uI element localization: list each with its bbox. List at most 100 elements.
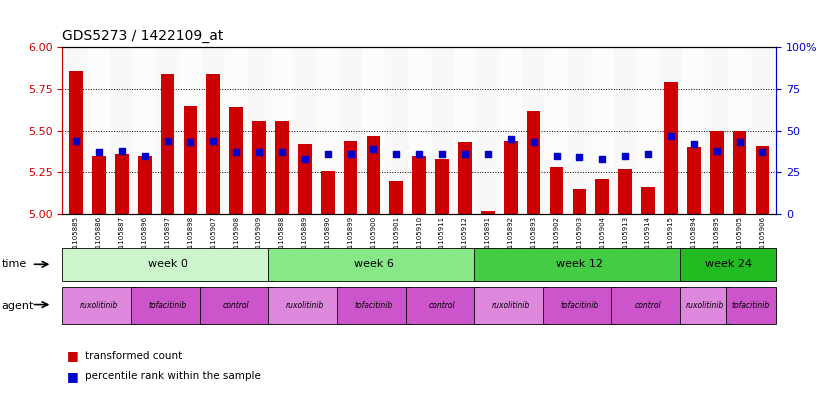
- Bar: [92, 156, 106, 214]
- Point: [527, 139, 540, 145]
- Point: [207, 138, 220, 144]
- Bar: [527, 111, 540, 214]
- Point: [481, 151, 494, 157]
- Point: [596, 156, 609, 162]
- Point: [138, 152, 151, 159]
- Bar: [298, 144, 312, 214]
- Bar: [682, 47, 706, 214]
- Bar: [408, 47, 430, 214]
- Text: control: control: [223, 301, 249, 310]
- Bar: [179, 47, 202, 214]
- Text: time: time: [2, 259, 27, 269]
- Point: [92, 149, 106, 156]
- Point: [161, 138, 175, 144]
- Bar: [687, 147, 701, 214]
- Text: tofacitinib: tofacitinib: [149, 301, 187, 310]
- Text: week 12: week 12: [556, 259, 603, 269]
- Text: control: control: [635, 301, 661, 310]
- Bar: [504, 141, 518, 214]
- Bar: [229, 107, 243, 214]
- Point: [687, 141, 701, 147]
- Bar: [344, 141, 357, 214]
- Bar: [275, 121, 289, 214]
- Bar: [499, 47, 522, 214]
- Bar: [317, 47, 339, 214]
- Bar: [522, 47, 545, 214]
- Bar: [706, 47, 728, 214]
- Point: [733, 139, 746, 145]
- Bar: [618, 169, 632, 214]
- Text: ■: ■: [66, 370, 78, 383]
- Point: [229, 149, 243, 156]
- Point: [710, 147, 723, 154]
- Bar: [412, 156, 426, 214]
- Bar: [573, 189, 586, 214]
- Bar: [321, 171, 335, 214]
- Text: tofacitinib: tofacitinib: [354, 301, 392, 310]
- Point: [390, 151, 403, 157]
- Text: ruxolitinib: ruxolitinib: [286, 301, 324, 310]
- Bar: [253, 121, 266, 214]
- Bar: [755, 146, 770, 214]
- Point: [321, 151, 334, 157]
- Bar: [184, 106, 197, 214]
- Bar: [202, 47, 224, 214]
- Bar: [751, 47, 774, 214]
- Bar: [206, 74, 220, 214]
- Bar: [637, 47, 660, 214]
- Bar: [435, 159, 449, 214]
- Bar: [430, 47, 454, 214]
- Point: [755, 149, 769, 156]
- Bar: [87, 47, 111, 214]
- Bar: [271, 47, 293, 214]
- Bar: [568, 47, 591, 214]
- Point: [664, 132, 677, 139]
- Text: tofacitinib: tofacitinib: [560, 301, 598, 310]
- Bar: [115, 154, 129, 214]
- Text: week 0: week 0: [148, 259, 188, 269]
- Point: [184, 139, 197, 145]
- Point: [618, 152, 632, 159]
- Text: transformed count: transformed count: [85, 351, 182, 361]
- Bar: [133, 47, 156, 214]
- Text: control: control: [429, 301, 455, 310]
- Bar: [160, 74, 175, 214]
- Bar: [591, 47, 614, 214]
- Point: [412, 151, 425, 157]
- Bar: [156, 47, 179, 214]
- Point: [504, 136, 518, 142]
- Bar: [362, 47, 385, 214]
- Bar: [660, 47, 682, 214]
- Text: tofacitinib: tofacitinib: [732, 301, 770, 310]
- Bar: [138, 156, 151, 214]
- Bar: [728, 47, 751, 214]
- Text: GDS5273 / 1422109_at: GDS5273 / 1422109_at: [62, 29, 224, 43]
- Bar: [733, 131, 746, 214]
- Bar: [595, 179, 609, 214]
- Bar: [111, 47, 133, 214]
- Bar: [385, 47, 408, 214]
- Point: [116, 147, 129, 154]
- Point: [298, 156, 312, 162]
- Point: [366, 146, 380, 152]
- Point: [550, 152, 563, 159]
- Text: week 24: week 24: [705, 259, 752, 269]
- Bar: [545, 47, 568, 214]
- Point: [642, 151, 655, 157]
- Text: week 6: week 6: [353, 259, 393, 269]
- Bar: [224, 47, 248, 214]
- Point: [459, 151, 472, 157]
- Point: [253, 149, 266, 156]
- Text: agent: agent: [2, 301, 34, 310]
- Bar: [549, 167, 563, 214]
- Bar: [293, 47, 317, 214]
- Bar: [614, 47, 637, 214]
- Bar: [65, 47, 87, 214]
- Bar: [476, 47, 499, 214]
- Bar: [339, 47, 362, 214]
- Point: [275, 149, 288, 156]
- Bar: [69, 70, 83, 214]
- Bar: [454, 47, 476, 214]
- Bar: [366, 136, 381, 214]
- Text: ruxolitinib: ruxolitinib: [80, 301, 118, 310]
